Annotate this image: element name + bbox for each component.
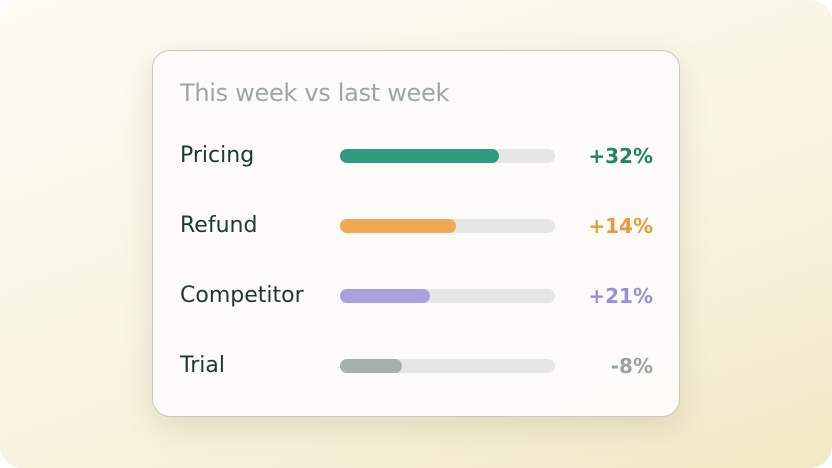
change-value: -8%	[610, 354, 653, 378]
row-label: Pricing	[180, 143, 255, 168]
change-value: +21%	[588, 284, 653, 308]
row-label: Trial	[180, 353, 225, 378]
row: Pricing +32%	[153, 141, 679, 171]
row: Refund +14%	[153, 211, 679, 241]
card: This week vs last week Pricing +32% Refund…	[152, 50, 680, 417]
bar-track	[340, 359, 555, 373]
row-label: Competitor	[180, 283, 304, 308]
bar-track	[340, 149, 555, 163]
bar-track	[340, 289, 555, 303]
row: Trial -8%	[153, 351, 679, 381]
bar-fill	[340, 149, 500, 163]
change-value: +32%	[588, 144, 653, 168]
bar-track	[340, 219, 555, 233]
change-value: +14%	[588, 214, 653, 238]
bar-fill	[340, 359, 403, 373]
row: Competitor +21%	[153, 281, 679, 311]
bar-fill	[340, 219, 457, 233]
row-label: Refund	[180, 213, 258, 238]
card-title: This week vs last week	[180, 79, 450, 107]
bar-fill	[340, 289, 431, 303]
